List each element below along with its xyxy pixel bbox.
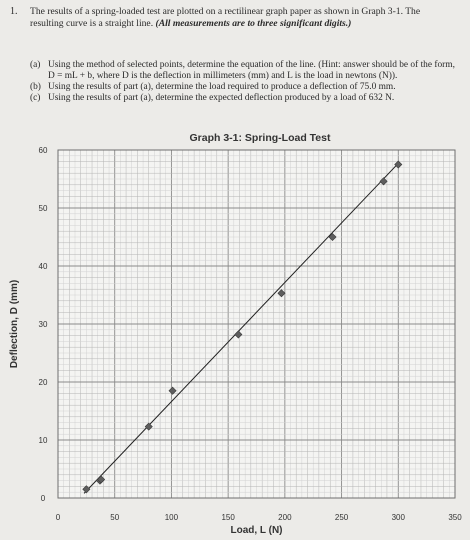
data-point [168, 386, 177, 395]
y-tick-label: 0 [41, 494, 46, 503]
part-a: (a) Using the method of selected points,… [30, 60, 460, 82]
chart-ticks: 0 50 100 150 200 250 300 350 0 10 20 30 40 50 60 [39, 146, 463, 522]
x-tick-label: 350 [448, 513, 462, 522]
y-tick-label: 20 [39, 378, 48, 387]
problem-number: 1. [10, 6, 18, 17]
x-axis-label: Load, L (N) [230, 525, 282, 536]
part-text: Using the results of part (a), determine… [48, 93, 395, 103]
part-text: Using the method of selected points, det… [48, 60, 455, 81]
x-tick-label: 200 [278, 513, 292, 522]
y-tick-label: 50 [39, 204, 48, 213]
best-fit-line [83, 162, 399, 494]
data-point [144, 422, 153, 431]
y-tick-label: 40 [39, 262, 48, 271]
intro-text: The results of a spring-loaded test are … [30, 6, 421, 29]
problem-parts: (a) Using the method of selected points,… [30, 60, 460, 104]
x-tick-label: 0 [56, 513, 61, 522]
data-point [394, 160, 403, 169]
part-label: (b) [30, 82, 41, 92]
data-point [379, 177, 388, 186]
data-point [277, 289, 286, 298]
part-label: (c) [30, 93, 41, 103]
graph-title: Graph 3-1: Spring-Load Test [189, 132, 331, 144]
x-tick-label: 250 [335, 513, 349, 522]
plot-frame [57, 149, 456, 499]
part-c: (c) Using the results of part (a), deter… [30, 93, 460, 104]
part-label: (a) [30, 60, 41, 70]
data-point [234, 330, 243, 339]
x-tick-label: 300 [392, 513, 406, 522]
y-axis-label: Deflection, D (mm) [9, 280, 20, 368]
problem-intro: The results of a spring-loaded test are … [30, 6, 450, 29]
data-point [97, 475, 106, 484]
y-tick-label: 60 [39, 146, 48, 155]
chart-grid [57, 149, 456, 499]
chart-points [82, 160, 403, 494]
data-point [82, 485, 91, 494]
data-point [328, 232, 337, 242]
chart-fit-line-group [83, 162, 399, 494]
part-b: (b) Using the results of part (a), deter… [30, 82, 460, 93]
x-tick-label: 50 [110, 513, 119, 522]
y-tick-label: 10 [39, 436, 48, 445]
part-text: Using the results of part (a), determine… [48, 82, 396, 92]
intro-emphasis: (All measurements are to three significa… [155, 17, 352, 29]
x-tick-label: 100 [165, 513, 179, 522]
x-tick-label: 150 [221, 513, 235, 522]
y-tick-label: 30 [39, 320, 48, 329]
